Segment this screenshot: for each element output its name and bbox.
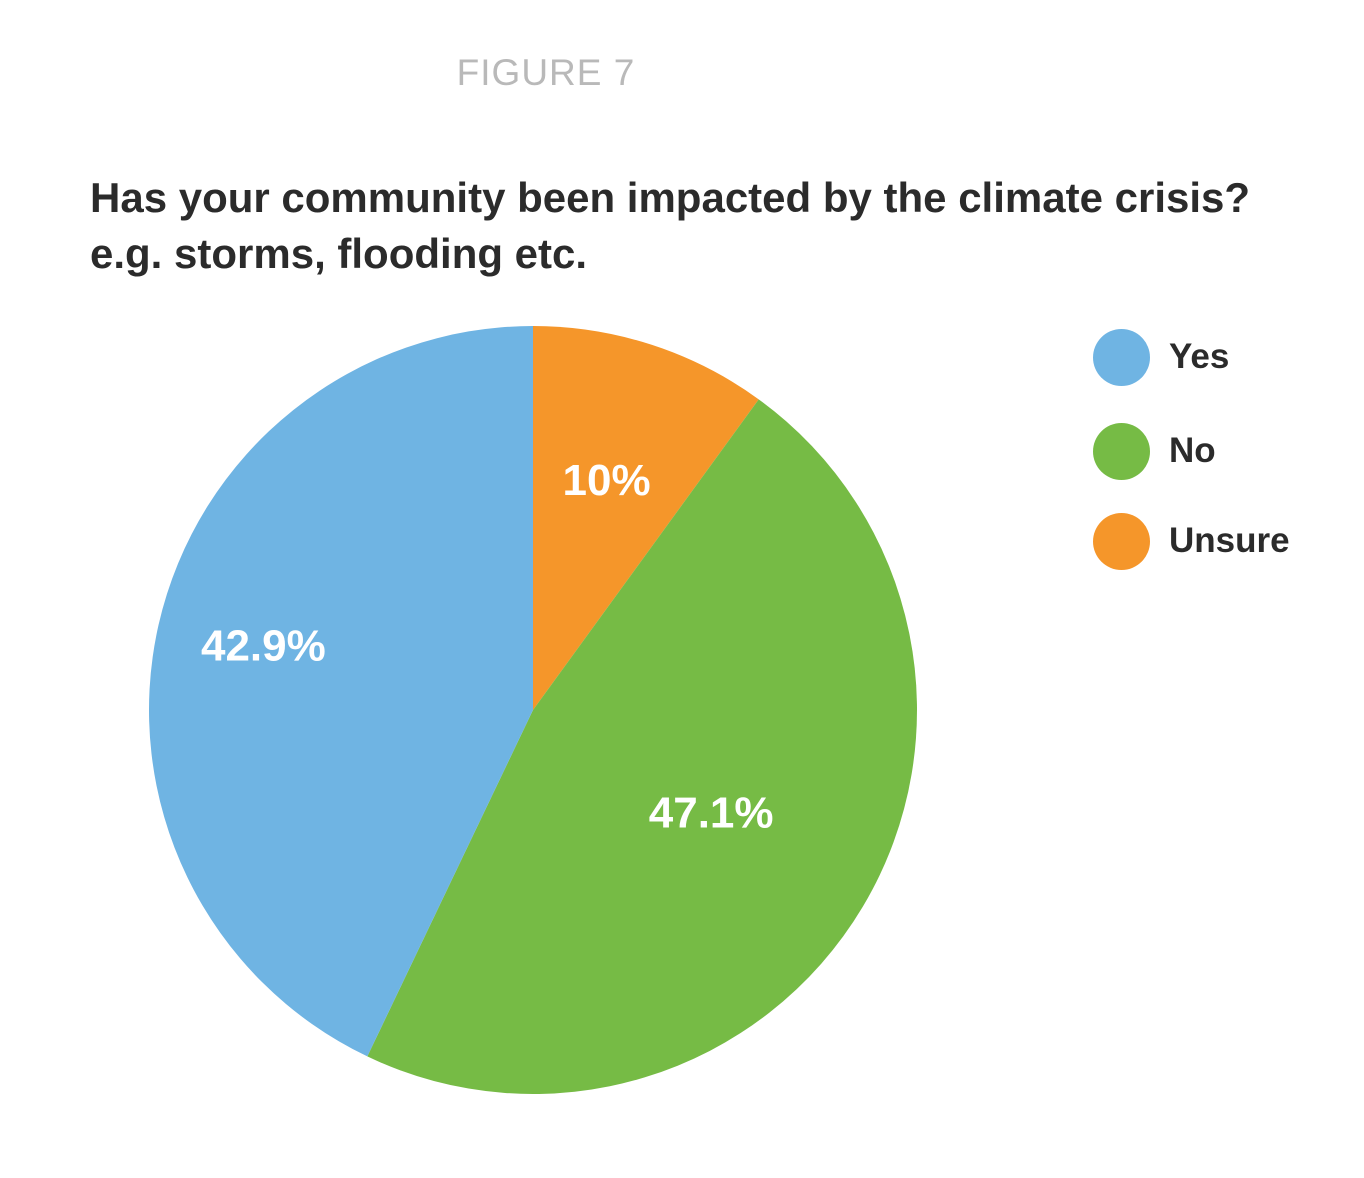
- legend-item-unsure: Unsure: [1093, 512, 1290, 570]
- figure-label: FIGURE 7: [456, 52, 636, 93]
- pie-label-yes: 42.9%: [201, 621, 326, 670]
- chart-title-line-1: Has your community been impacted by the …: [90, 174, 1251, 221]
- legend-swatch-yes: [1093, 328, 1150, 386]
- pie-label-unsure: 10%: [563, 456, 651, 505]
- legend-swatch-unsure: [1093, 512, 1150, 570]
- legend-swatch-no: [1093, 422, 1150, 480]
- chart-title-line-2: e.g. storms, flooding etc.: [90, 230, 588, 277]
- legend-label-unsure: Unsure: [1169, 521, 1290, 560]
- pie-label-no: 47.1%: [649, 789, 774, 838]
- pie-slice-yes: [148, 326, 534, 1057]
- pie-slice-unsure: [533, 326, 759, 710]
- legend-label-no: No: [1169, 431, 1216, 470]
- legend: Yes No Unsure: [1093, 328, 1290, 607]
- legend-item-yes: Yes: [1093, 328, 1290, 386]
- legend-label-yes: Yes: [1169, 337, 1230, 376]
- legend-item-no: No: [1093, 422, 1290, 480]
- chart-title: Has your community been impacted by the …: [90, 170, 1330, 282]
- pie-slice-no: [367, 399, 918, 1095]
